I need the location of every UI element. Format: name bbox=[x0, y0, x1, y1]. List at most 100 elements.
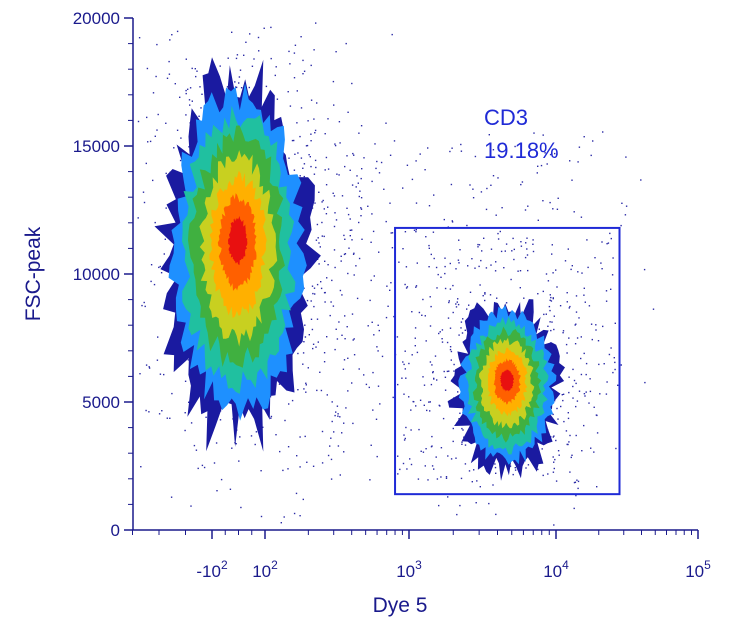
event-dot-1248 bbox=[540, 164, 543, 167]
event-dot-1058 bbox=[461, 427, 463, 430]
event-dot-1743 bbox=[448, 370, 450, 372]
event-dot-1319 bbox=[405, 426, 407, 429]
event-dot-1362 bbox=[338, 321, 340, 323]
event-dot-1176 bbox=[520, 245, 523, 247]
event-dot-1676 bbox=[449, 327, 452, 329]
event-dot-1467 bbox=[521, 181, 524, 183]
event-dot-1620 bbox=[625, 205, 628, 207]
event-dot-1591 bbox=[346, 207, 348, 209]
event-dot-755 bbox=[314, 132, 316, 134]
event-dot-1551 bbox=[549, 201, 551, 204]
event-dot-392 bbox=[336, 405, 339, 407]
event-dot-674 bbox=[321, 221, 323, 224]
event-dot-384 bbox=[296, 122, 298, 124]
event-dot-1707 bbox=[425, 340, 427, 342]
event-dot-191 bbox=[355, 186, 357, 188]
event-dot-1487 bbox=[554, 152, 556, 155]
event-dot-1462 bbox=[544, 152, 546, 154]
event-dot-1639 bbox=[404, 283, 406, 286]
event-dot-1277 bbox=[517, 270, 519, 272]
event-dot-1538 bbox=[617, 384, 619, 386]
event-dot-90 bbox=[170, 496, 173, 498]
event-dot-122 bbox=[249, 33, 251, 35]
event-dot-1260 bbox=[303, 175, 305, 178]
event-dot-1712 bbox=[570, 456, 572, 459]
event-dot-1777 bbox=[422, 298, 424, 301]
event-dot-1524 bbox=[356, 297, 359, 300]
event-dot-1725 bbox=[549, 299, 551, 301]
event-dot-1633 bbox=[527, 464, 530, 466]
event-dot-1276 bbox=[425, 236, 427, 238]
event-dot-686 bbox=[315, 166, 317, 169]
event-dot-127 bbox=[324, 301, 326, 303]
event-dot-1680 bbox=[466, 308, 468, 310]
event-dot-1517 bbox=[571, 179, 573, 181]
event-dot-1312 bbox=[644, 381, 646, 384]
y-tick-label-0: 0 bbox=[111, 521, 120, 540]
event-dot-1314 bbox=[367, 325, 369, 327]
event-dot-1269 bbox=[497, 232, 499, 235]
event-dot-1057 bbox=[451, 220, 453, 222]
event-dot-1556 bbox=[403, 393, 405, 395]
event-dot-1494 bbox=[389, 154, 392, 156]
event-dot-379 bbox=[335, 51, 337, 53]
event-dot-1406 bbox=[441, 338, 443, 340]
event-dot-1466 bbox=[592, 140, 594, 142]
event-dot-396 bbox=[304, 324, 306, 326]
event-dot-1599 bbox=[590, 154, 592, 157]
event-dot-382 bbox=[195, 449, 198, 451]
event-dot-1318 bbox=[590, 323, 593, 325]
event-dot-1490 bbox=[360, 177, 362, 180]
event-dot-426 bbox=[270, 57, 272, 60]
event-dot-1350 bbox=[397, 455, 399, 457]
event-dot-219 bbox=[165, 172, 167, 175]
event-dot-486 bbox=[184, 380, 187, 382]
event-dot-1289 bbox=[319, 371, 321, 373]
event-dot-28 bbox=[142, 191, 145, 193]
event-dot-21 bbox=[141, 304, 143, 307]
event-dot-1347 bbox=[550, 329, 552, 332]
event-dot-283 bbox=[282, 469, 284, 472]
event-dot-597 bbox=[234, 81, 236, 83]
event-dot-1518 bbox=[449, 150, 451, 153]
event-dot-1043 bbox=[469, 291, 472, 293]
event-dot-521 bbox=[369, 479, 371, 481]
event-dot-530 bbox=[323, 208, 325, 210]
event-dot-1492 bbox=[402, 248, 404, 250]
event-dot-729 bbox=[168, 60, 170, 63]
event-dot-1578 bbox=[390, 232, 392, 234]
event-dot-800 bbox=[351, 229, 353, 231]
event-dot-972 bbox=[468, 304, 470, 306]
event-dot-1045 bbox=[538, 328, 540, 330]
event-dot-1572 bbox=[374, 143, 376, 145]
event-dot-897 bbox=[595, 324, 597, 326]
event-dot-1216 bbox=[458, 418, 460, 420]
event-dot-199 bbox=[293, 139, 295, 142]
event-dot-877 bbox=[448, 301, 450, 304]
event-dot-1003 bbox=[580, 336, 582, 338]
event-dot-240 bbox=[148, 411, 150, 413]
event-dot-909 bbox=[568, 376, 570, 378]
event-dot-1287 bbox=[334, 212, 336, 214]
event-dot-477 bbox=[196, 70, 198, 72]
event-dot-1064 bbox=[589, 378, 591, 380]
event-dot-1086 bbox=[452, 427, 454, 430]
event-dot-1320 bbox=[415, 405, 417, 407]
event-dot-1753 bbox=[608, 353, 611, 356]
event-dot-1516 bbox=[494, 463, 496, 465]
event-dot-171 bbox=[351, 82, 353, 85]
event-dot-1265 bbox=[346, 326, 348, 328]
event-dot-890 bbox=[519, 287, 521, 289]
event-dot-1242 bbox=[490, 264, 492, 266]
event-dot-701 bbox=[327, 118, 329, 120]
event-dot-872 bbox=[565, 343, 568, 346]
event-dot-238 bbox=[353, 338, 355, 340]
event-dot-1008 bbox=[420, 450, 422, 452]
event-dot-1108 bbox=[552, 436, 554, 438]
event-dot-549 bbox=[344, 338, 346, 340]
event-dot-1586 bbox=[480, 191, 483, 193]
event-dot-1145 bbox=[578, 390, 581, 392]
event-dot-745 bbox=[351, 239, 353, 241]
event-dot-1619 bbox=[460, 143, 462, 146]
